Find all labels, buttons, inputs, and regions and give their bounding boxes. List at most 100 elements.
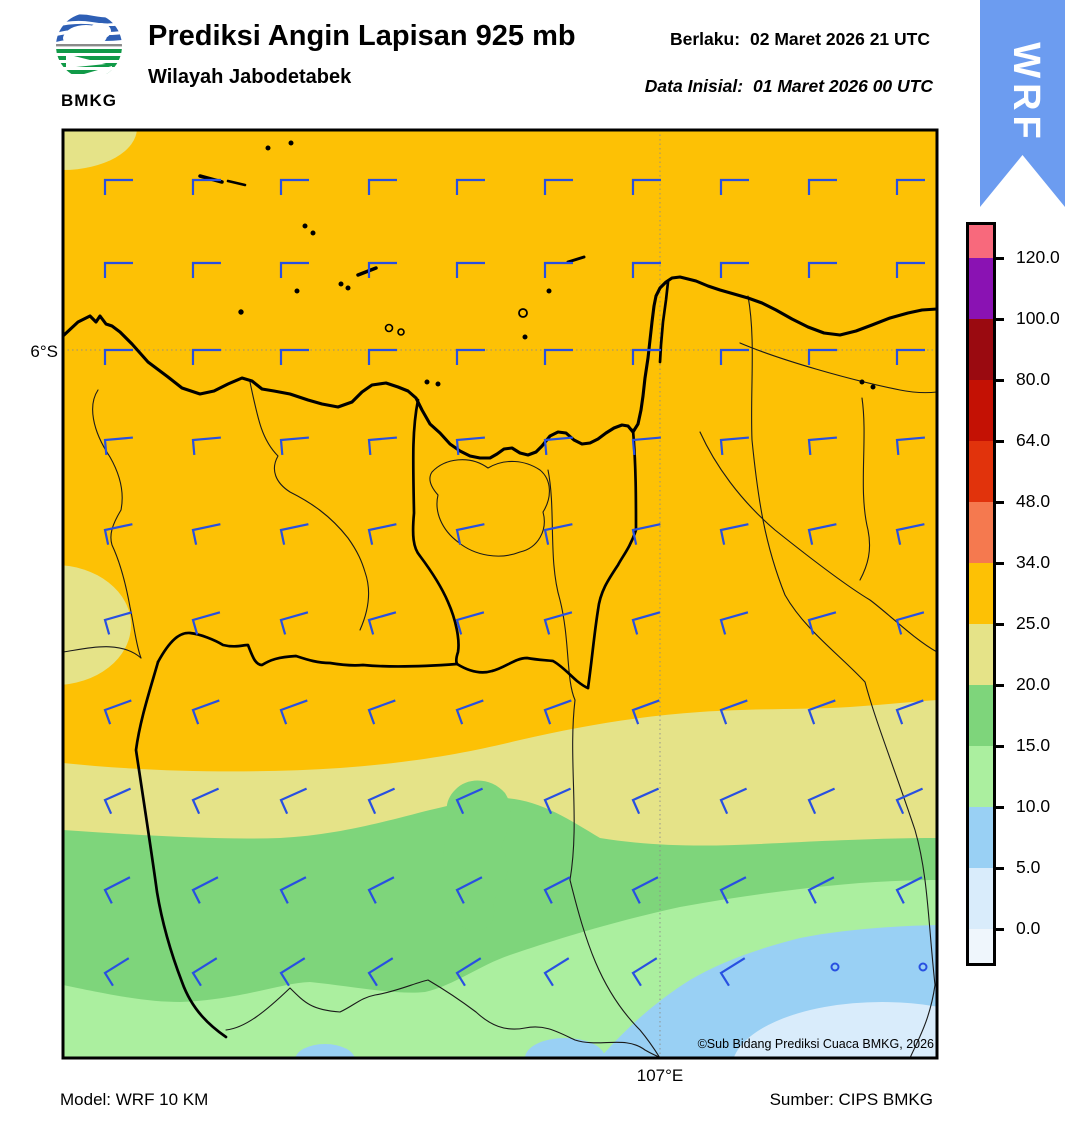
colorbar-tick-label: 25.0 xyxy=(1016,613,1051,633)
colorbar-cell xyxy=(969,225,993,258)
wind-barb xyxy=(807,261,837,278)
logo-text: BMKG xyxy=(61,91,117,110)
wind-barb xyxy=(367,876,395,904)
wind-barb xyxy=(191,348,221,365)
page-subtitle: Wilayah Jabodetabek xyxy=(148,66,352,88)
island xyxy=(226,179,247,187)
colorbar-tick-label: 80.0 xyxy=(1016,369,1051,389)
island xyxy=(546,288,552,294)
wind-barb xyxy=(631,523,661,545)
colorbar-tick-label: 34.0 xyxy=(1016,552,1051,572)
wind-barb xyxy=(631,876,659,904)
wind-barb xyxy=(191,787,220,815)
wind-barb xyxy=(103,178,133,195)
wind-barb xyxy=(807,523,837,545)
wind-barb xyxy=(543,523,573,545)
wind-barb xyxy=(807,436,837,456)
wind-barb xyxy=(543,787,572,815)
initial-time-line: Data Inisial: 01 Maret 2026 00 UTC xyxy=(645,76,933,97)
wind-barb xyxy=(895,348,925,365)
island xyxy=(522,334,528,340)
wind-barb xyxy=(279,523,309,545)
island xyxy=(356,266,378,277)
admin-line xyxy=(859,397,871,581)
wind-barb xyxy=(103,436,133,456)
wind-barb xyxy=(455,178,485,195)
wind-barb xyxy=(543,699,572,725)
wind-barb xyxy=(631,611,661,635)
colorbar-cell xyxy=(969,624,993,685)
wind-barb xyxy=(455,436,485,456)
wind-barb xyxy=(279,699,308,725)
island xyxy=(338,281,344,287)
wind-barb xyxy=(543,178,573,195)
colorbar-tick-label: 20.0 xyxy=(1016,674,1051,694)
wind-barb xyxy=(191,876,219,904)
wind-barb xyxy=(103,261,133,278)
colorbar-tick xyxy=(993,257,1004,260)
wind-barb xyxy=(719,436,749,456)
colorbar-tick xyxy=(993,501,1004,504)
ribbon-shape xyxy=(980,0,1065,207)
island xyxy=(397,328,405,336)
wind-barb xyxy=(807,699,836,725)
wind-barb xyxy=(631,787,660,815)
wind-barb xyxy=(719,876,747,904)
province-line xyxy=(455,656,590,690)
wind-barb xyxy=(367,699,396,725)
admin-line xyxy=(63,646,142,659)
graticule xyxy=(63,130,937,1058)
wind-barb xyxy=(807,611,837,635)
colorbar-cell xyxy=(969,258,993,319)
wind-barb xyxy=(807,876,835,904)
wind-barb xyxy=(543,261,573,278)
wind-barb xyxy=(719,178,749,195)
wind-barb xyxy=(279,787,308,815)
colorbar-tick xyxy=(993,867,1004,870)
wind-barb xyxy=(719,957,746,987)
wind-barb xyxy=(719,611,749,635)
band-0-5-region xyxy=(733,1002,937,1058)
wind-barb xyxy=(191,699,220,725)
colorbar-tick xyxy=(993,684,1004,687)
island xyxy=(384,323,394,333)
wind-barb xyxy=(455,348,485,365)
wind-barb xyxy=(279,957,306,987)
wind-barb xyxy=(279,611,309,635)
province-line xyxy=(586,428,638,690)
province-line xyxy=(411,398,460,666)
colorbar-tick xyxy=(993,928,1004,931)
wind-barb xyxy=(719,523,749,545)
wind-barb xyxy=(367,611,397,635)
wind-barb xyxy=(895,523,925,545)
band-5-10-blob-s xyxy=(525,1038,605,1058)
wind-barb xyxy=(367,957,394,987)
wind-barb xyxy=(543,611,573,635)
wind-barb xyxy=(455,699,484,725)
colorbar-tick xyxy=(993,623,1004,626)
wind-barb xyxy=(191,178,221,195)
valid-time-value: 02 Maret 2026 21 UTC xyxy=(750,29,930,49)
colorbar-cell xyxy=(969,685,993,746)
wind-barb xyxy=(455,876,483,904)
page-title: Prediksi Angin Lapisan 925 mb xyxy=(148,20,576,52)
colorbar-tick-label: 100.0 xyxy=(1016,308,1060,328)
band-20-25-patch-nw xyxy=(63,130,137,170)
initial-time-value: 01 Maret 2026 00 UTC xyxy=(753,76,933,96)
wind-barb xyxy=(279,348,309,365)
wind-barb xyxy=(367,261,397,278)
wind-barb xyxy=(719,787,748,815)
wind-barb xyxy=(191,523,221,545)
wind-barb xyxy=(367,523,397,545)
colorbar-cell xyxy=(969,746,993,807)
calm-wind-marker xyxy=(830,962,840,972)
colorbar-tick xyxy=(993,745,1004,748)
copyright-text: ©Sub Bidang Prediksi Cuaca BMKG, 2026 xyxy=(697,1037,934,1051)
colorbar-tick xyxy=(993,379,1004,382)
lon-axis-label: 107°E xyxy=(636,1066,684,1085)
colorbar-tick-label: 0.0 xyxy=(1016,918,1041,938)
island xyxy=(302,223,308,229)
wind-barb xyxy=(279,178,309,195)
wind-barb xyxy=(103,348,133,365)
initial-time-label: Data Inisial: xyxy=(644,76,744,96)
